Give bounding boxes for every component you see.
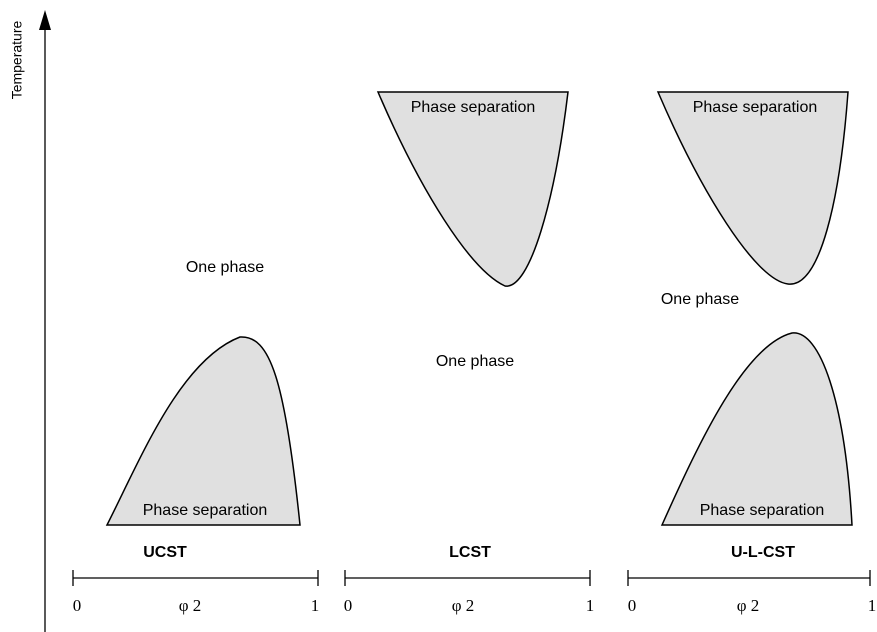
scale-variable: φ 2 <box>737 596 760 615</box>
panel-label: LCST <box>449 544 491 561</box>
region-label: Phase separation <box>143 502 268 519</box>
region-label: Phase separation <box>700 502 825 519</box>
region-label: Phase separation <box>411 99 536 116</box>
scale <box>72 570 319 586</box>
phase-region <box>376 91 569 287</box>
phase-region <box>660 332 853 526</box>
phase-region <box>105 336 301 526</box>
region-label: One phase <box>186 259 264 276</box>
scale-max: 1 <box>868 596 877 615</box>
region-label: One phase <box>436 353 514 370</box>
region-label: Phase separation <box>693 99 818 116</box>
region-label: One phase <box>661 291 739 308</box>
scale-variable: φ 2 <box>452 596 475 615</box>
phase-region <box>656 91 849 285</box>
y-axis-label: Temperature <box>9 20 25 99</box>
scale-max: 1 <box>586 596 595 615</box>
scale-min: 0 <box>628 596 637 615</box>
scale-variable: φ 2 <box>179 596 202 615</box>
y-axis-arrow <box>39 10 51 30</box>
scale-min: 0 <box>73 596 82 615</box>
scale-max: 1 <box>311 596 320 615</box>
scale-min: 0 <box>344 596 353 615</box>
scale <box>344 570 591 586</box>
scale <box>627 570 871 586</box>
panel-label: U-L-CST <box>731 544 795 561</box>
panel-label: UCST <box>143 544 187 561</box>
